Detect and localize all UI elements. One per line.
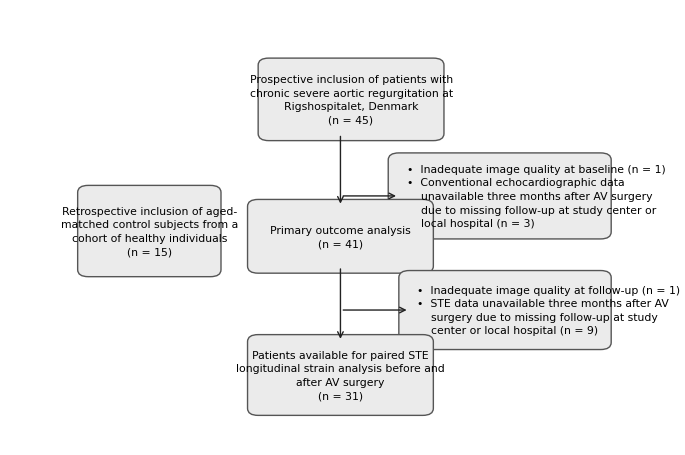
Text: Patients available for paired STE
longitudinal strain analysis before and
after : Patients available for paired STE longit… — [236, 350, 445, 400]
Text: •  Inadequate image quality at follow-up (n = 1)
•  STE data unavailable three m: • Inadequate image quality at follow-up … — [417, 285, 680, 336]
Text: Primary outcome analysis
(n = 41): Primary outcome analysis (n = 41) — [270, 225, 411, 248]
Text: Prospective inclusion of patients with
chronic severe aortic regurgitation at
Ri: Prospective inclusion of patients with c… — [249, 75, 453, 126]
FancyBboxPatch shape — [247, 200, 434, 273]
FancyBboxPatch shape — [388, 154, 611, 239]
Text: Retrospective inclusion of aged-
matched control subjects from a
cohort of healt: Retrospective inclusion of aged- matched… — [61, 206, 238, 257]
FancyBboxPatch shape — [247, 335, 434, 415]
Text: •  Inadequate image quality at baseline (n = 1)
•  Conventional echocardiographi: • Inadequate image quality at baseline (… — [407, 164, 666, 228]
FancyBboxPatch shape — [258, 59, 444, 142]
FancyBboxPatch shape — [399, 271, 611, 350]
FancyBboxPatch shape — [77, 186, 221, 277]
